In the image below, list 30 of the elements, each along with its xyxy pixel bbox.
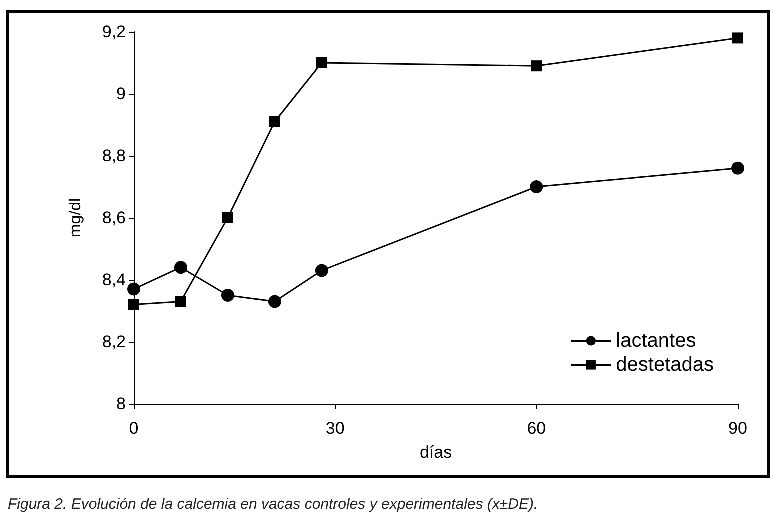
y-tick-label: 8,2 xyxy=(102,332,126,352)
point xyxy=(530,180,544,194)
point xyxy=(732,32,744,44)
text: Figura 2. Evolución de la calcemia en vacas controles y experimentales (x±DE). xyxy=(8,496,538,513)
point xyxy=(531,60,542,72)
y-axis-title: mg/dl xyxy=(68,198,84,238)
x-tick-label: 90 xyxy=(728,419,748,438)
y-tick-label: 8,6 xyxy=(102,208,126,228)
point xyxy=(222,212,234,224)
x-tick-label: 60 xyxy=(527,419,546,438)
point xyxy=(221,289,234,302)
point xyxy=(175,296,186,308)
y-tick-label: 8 xyxy=(116,394,126,414)
y-tick-label: 8,4 xyxy=(102,270,126,290)
point xyxy=(732,162,744,175)
point xyxy=(316,58,328,68)
y-tick-label: 9 xyxy=(116,84,126,104)
point xyxy=(128,282,140,296)
legend-label: destetadas xyxy=(616,354,714,376)
x-axis-title: días xyxy=(420,443,452,462)
point xyxy=(269,116,280,128)
x-tick-label: 0 xyxy=(129,419,139,438)
legend-label: lactantes xyxy=(616,330,696,352)
point xyxy=(315,264,328,278)
point xyxy=(174,261,188,274)
x-tick-label: 30 xyxy=(326,419,345,438)
point xyxy=(268,295,282,308)
point xyxy=(128,299,140,310)
y-tick-label: 9,2 xyxy=(102,22,126,42)
y-tick-label: 8,8 xyxy=(102,146,126,166)
